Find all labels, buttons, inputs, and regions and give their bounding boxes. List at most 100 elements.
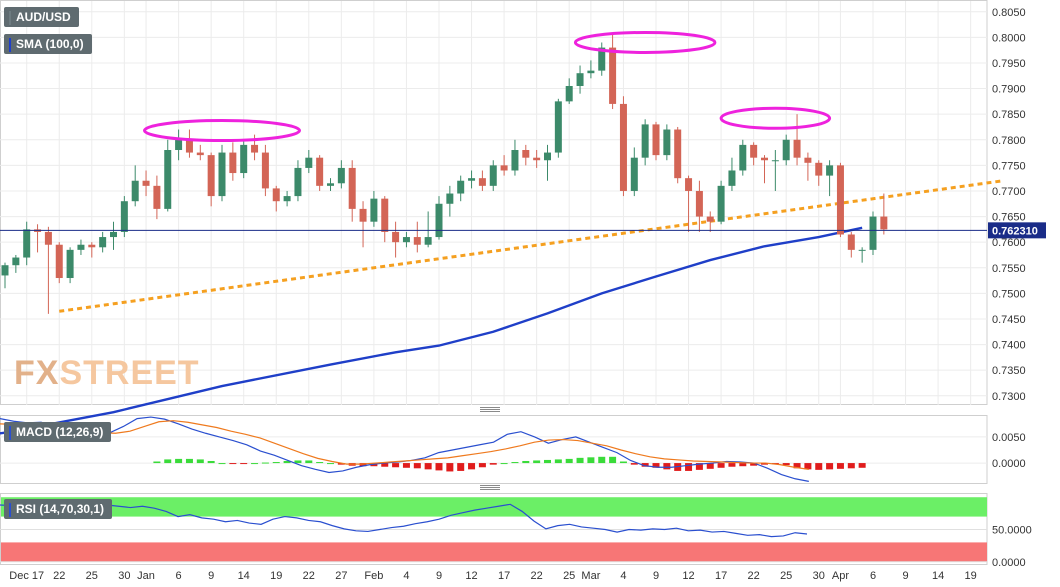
price-y-tick: 0.7950 <box>992 58 1026 70</box>
x-axis-tick: 9 <box>902 570 908 582</box>
candle-bullish <box>457 175 465 202</box>
candle-bearish <box>348 160 356 222</box>
candle-body <box>565 85 573 102</box>
sma-label-text: SMA (100,0) <box>16 37 84 51</box>
x-axis-tick: Apr <box>832 570 849 582</box>
candle-bullish <box>511 139 519 176</box>
candle-body <box>685 178 693 191</box>
candle-bearish <box>609 34 617 110</box>
candle-bearish <box>761 155 768 184</box>
candle-body <box>522 150 530 158</box>
candle-body <box>847 234 855 250</box>
candle-bearish <box>847 231 855 258</box>
macd-histogram-bar <box>468 463 476 470</box>
candle-bearish <box>750 142 758 166</box>
price-pane-frame <box>0 0 988 405</box>
candle-body <box>468 178 476 181</box>
x-axis-tick: 25 <box>780 570 792 582</box>
candle-bearish <box>413 221 421 253</box>
candle-bearish <box>815 160 823 186</box>
watermark-street: STREET <box>59 354 200 392</box>
x-axis-tick: Feb <box>364 570 383 582</box>
macd-histogram-bar <box>381 463 389 467</box>
macd-histogram-bar <box>761 463 768 465</box>
candle-bearish <box>695 180 703 232</box>
sma-label[interactable]: SMA (100,0) <box>4 34 92 54</box>
candle-body <box>457 180 465 194</box>
candle-bearish <box>804 152 812 181</box>
candle-bullish <box>826 160 834 197</box>
macd-label[interactable]: MACD (12,26,9) <box>4 422 112 442</box>
macd-histogram-bar <box>619 461 627 464</box>
candle-body <box>880 216 888 230</box>
candle-bullish <box>218 144 226 202</box>
candle-bullish <box>424 211 432 248</box>
candle-body <box>218 152 226 197</box>
pair-label[interactable]: AUD/USD <box>4 7 79 27</box>
candle-body <box>66 249 74 279</box>
x-axis-tick: 6 <box>870 570 876 582</box>
candle-bullish <box>544 144 551 181</box>
rsi-label[interactable]: RSI (14,70,30,1) <box>4 499 113 519</box>
macd-histogram-bar <box>598 456 606 464</box>
candle-body <box>652 124 660 156</box>
candle-body <box>446 193 454 204</box>
candle-bullish <box>327 178 334 191</box>
macd-y-tick: 0.0050 <box>992 432 1026 444</box>
macd-histogram-bar <box>424 463 432 470</box>
macd-histogram-bar <box>609 456 617 464</box>
watermark-fx: FX <box>14 354 60 392</box>
macd-histogram-bar <box>218 463 226 465</box>
candle-body <box>782 139 790 161</box>
macd-histogram-bar <box>489 463 497 465</box>
x-axis-tick: 9 <box>436 570 442 582</box>
pane-resize-handle-macd[interactable] <box>480 407 500 413</box>
macd-histogram-bar <box>544 459 551 464</box>
rsi-line <box>0 503 808 538</box>
candle-bullish <box>869 211 877 255</box>
x-axis-tick: 9 <box>208 570 214 582</box>
fxstreet-watermark: FXSTREET <box>14 354 200 393</box>
macd-histogram-bar <box>739 463 747 467</box>
candle-body <box>858 249 866 251</box>
candle-bearish <box>185 129 193 158</box>
candle-body <box>55 244 63 279</box>
pair-label-text: AUD/USD <box>16 10 71 24</box>
candle-bullish <box>858 247 866 263</box>
x-axis-tick: 9 <box>653 570 659 582</box>
candle-body <box>88 244 96 248</box>
candle-body <box>120 201 128 232</box>
x-axis-tick: 17 <box>498 570 510 582</box>
pane-resize-handle-rsi[interactable] <box>480 485 500 491</box>
candle-bullish <box>576 65 584 94</box>
highlight-ellipse <box>143 119 301 143</box>
macd-histogram-bar <box>261 462 269 464</box>
candle-bullish <box>402 231 410 248</box>
candle-body <box>196 152 204 156</box>
macd-signal-line <box>0 420 809 470</box>
macd-histogram-bar <box>240 463 248 465</box>
macd-histogram-bar <box>576 457 584 464</box>
candle-bearish <box>533 150 541 168</box>
candle-bullish <box>77 239 85 255</box>
x-axis-tick: 22 <box>53 570 65 582</box>
current-price-tag <box>988 222 1046 239</box>
candle-body <box>240 144 248 174</box>
macd-histogram-bar <box>804 463 812 470</box>
candle-body <box>609 47 617 104</box>
candle-body <box>131 180 139 202</box>
candle-bullish <box>120 196 128 238</box>
candle-bearish <box>674 126 682 184</box>
x-axis-tick: 19 <box>270 570 282 582</box>
macd-histogram-bar <box>207 460 215 464</box>
candle-body <box>272 188 280 202</box>
candle-bearish <box>196 144 204 161</box>
candle-bearish <box>619 96 627 197</box>
candle-body <box>761 157 768 161</box>
macd-histogram-bar <box>305 460 313 464</box>
candle-body <box>110 231 117 238</box>
macd-histogram-bar <box>587 457 595 464</box>
macd-histogram-bar <box>392 463 400 468</box>
candle-body <box>619 103 627 191</box>
